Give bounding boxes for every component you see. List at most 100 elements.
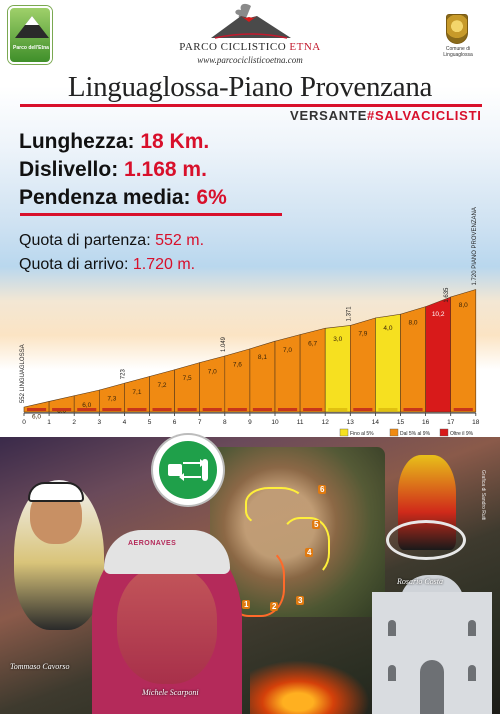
map-pin: 3 bbox=[296, 596, 305, 605]
title-divider bbox=[20, 104, 482, 107]
altitude-marker-label: 1.720 PIANO PROVENZANA bbox=[472, 207, 478, 285]
stat-dislivello: Dislivello: 1.168 m. bbox=[19, 158, 207, 182]
crest-label: Comune di Linguaglossa bbox=[443, 46, 473, 58]
quota-partenza: Quota di partenza: 552 m. bbox=[19, 232, 204, 250]
profile-segment bbox=[224, 348, 251, 413]
x-tick-label: 2 bbox=[72, 419, 76, 426]
profile-segment bbox=[249, 340, 276, 413]
gradient-label: 6,0 bbox=[82, 402, 91, 409]
base-strip bbox=[102, 408, 122, 411]
map-road bbox=[225, 547, 285, 617]
quota-label: Quota di arrivo: bbox=[19, 256, 129, 273]
scarponi-face-icon bbox=[117, 566, 217, 684]
stat-value: 1.168 m. bbox=[124, 158, 207, 181]
gradient-label: 7,2 bbox=[158, 382, 167, 389]
gradient-label: 7,6 bbox=[233, 361, 242, 368]
bicycle-wheel-icon bbox=[386, 520, 466, 560]
map-pin: 2 bbox=[270, 602, 279, 611]
quota-value: 1.720 m. bbox=[132, 256, 196, 273]
coat-of-arms-icon bbox=[446, 14, 468, 44]
x-tick-label: 4 bbox=[123, 419, 127, 426]
gradient-label: 4,0 bbox=[383, 325, 392, 332]
gradient-label: 8,0 bbox=[459, 302, 468, 309]
x-tick-label: 18 bbox=[472, 419, 480, 426]
church-window bbox=[468, 665, 476, 681]
church-window bbox=[388, 620, 396, 636]
x-tick-label: 15 bbox=[397, 419, 405, 426]
x-tick-label: 9 bbox=[248, 419, 252, 426]
base-strip bbox=[52, 408, 72, 411]
base-strip bbox=[202, 408, 222, 411]
altitude-marker-label: 723 bbox=[120, 369, 126, 380]
gradient-label: 3,0 bbox=[333, 336, 342, 343]
x-tick-label: 16 bbox=[422, 419, 430, 426]
profile-segment bbox=[450, 289, 477, 413]
volcano-logo-icon bbox=[211, 3, 291, 39]
quota-arrivo: Quota di arrivo: 1.720 m. bbox=[19, 256, 195, 274]
altitude-marker-label: 1.371 bbox=[346, 306, 352, 322]
base-strip bbox=[252, 408, 272, 411]
gradient-label: 7,1 bbox=[132, 389, 141, 396]
x-tick-label: 1 bbox=[47, 419, 51, 426]
base-strip bbox=[278, 408, 298, 411]
map-pin: 4 bbox=[305, 548, 314, 557]
x-tick-label: 12 bbox=[322, 419, 330, 426]
gradient-label: 7,5 bbox=[183, 375, 192, 382]
gradient-label: 7,0 bbox=[208, 368, 217, 375]
base-strip bbox=[127, 408, 147, 411]
helmet-icon bbox=[28, 482, 84, 502]
gradient-label: 8,0 bbox=[409, 319, 418, 326]
versante-label: VERSANTE bbox=[290, 108, 368, 123]
stat-label: Pendenza media: bbox=[19, 186, 191, 209]
map-road bbox=[245, 487, 305, 527]
legend-swatch bbox=[339, 428, 349, 437]
base-strip bbox=[152, 408, 172, 411]
x-tick-label: 0 bbox=[22, 419, 26, 426]
gradient-label: 6,7 bbox=[308, 340, 317, 347]
base-strip bbox=[177, 408, 197, 411]
caption-michele: Michele Scarponi bbox=[142, 688, 199, 697]
elevation-profile-chart: 6,0 6,0 6,0 7,3 7,1 7,2 7,5 7,0 7,6 8,1 7,0 6,7 3,0 7… bbox=[20, 207, 480, 437]
x-tick-label: 13 bbox=[347, 419, 355, 426]
gradient-label: 6,0 bbox=[57, 408, 66, 415]
stat-value: 6% bbox=[196, 186, 227, 209]
x-tick-label: 7 bbox=[198, 419, 202, 426]
map-pin: 5 bbox=[312, 520, 321, 529]
cap-text: AERONAVES bbox=[128, 540, 177, 547]
parco-etna-logo-icon: Parco dell'Etna bbox=[8, 6, 52, 64]
legend-label: Fino al 5% bbox=[350, 431, 374, 437]
stats-divider bbox=[20, 213, 282, 216]
base-strip bbox=[403, 408, 423, 411]
altitude-marker-label: 1.635 bbox=[444, 287, 450, 303]
x-tick-label: 5 bbox=[148, 419, 152, 426]
logo-title: PARCO CICLISTICO ETNA bbox=[179, 41, 321, 53]
logo-url: www.parcociclisticoetna.com bbox=[197, 55, 303, 65]
lava-flow bbox=[250, 660, 370, 714]
graphics-credit: Grafica di Sandro Ruiti bbox=[480, 470, 486, 521]
stat-label: Dislivello: bbox=[19, 158, 119, 181]
quota-value: 552 m. bbox=[155, 232, 205, 249]
caption-rosario: Rosario Costa bbox=[397, 577, 444, 586]
base-strip bbox=[453, 408, 473, 411]
gradient-label: 7,3 bbox=[107, 396, 116, 403]
base-strip bbox=[328, 408, 348, 411]
car-and-bike-sharing-sign-icon bbox=[153, 435, 223, 505]
x-tick-label: 10 bbox=[271, 419, 279, 426]
caption-tommaso: Tommaso Cavorso bbox=[10, 662, 70, 671]
base-strip bbox=[227, 408, 247, 411]
stat-value: 18 Km. bbox=[140, 130, 210, 153]
legend-swatch bbox=[389, 428, 399, 437]
altitude-marker-label: 1.049 bbox=[221, 336, 227, 352]
gradient-label: 7,9 bbox=[358, 331, 367, 338]
map-road bbox=[280, 517, 330, 577]
stat-lunghezza: Lunghezza: 18 Km. bbox=[19, 130, 209, 154]
gradient-label: 10,2 bbox=[432, 311, 445, 318]
x-tick-label: 11 bbox=[297, 419, 304, 426]
hashtag-label: #SALVACICLISTI bbox=[367, 108, 482, 123]
profile-segment bbox=[199, 355, 226, 413]
stat-pendenza: Pendenza media: 6% bbox=[19, 186, 227, 210]
legend-label: Dal 5% al 9% bbox=[400, 431, 431, 437]
x-tick-label: 8 bbox=[223, 419, 227, 426]
altitude-marker-label: 552 LINGUAGLOSSA bbox=[20, 344, 26, 403]
